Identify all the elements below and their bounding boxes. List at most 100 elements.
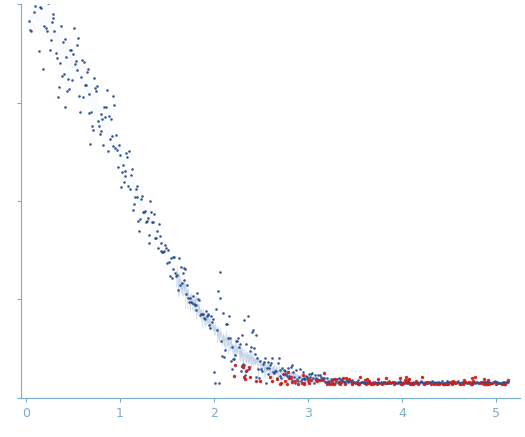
Point <box>176 281 184 288</box>
Point <box>223 320 231 327</box>
Point <box>199 311 207 318</box>
Point <box>85 110 93 117</box>
Point <box>193 290 202 297</box>
Point <box>401 379 410 386</box>
Point <box>165 273 174 280</box>
Point <box>183 281 192 288</box>
Point <box>58 38 67 45</box>
Point <box>385 378 394 385</box>
Point <box>395 378 404 385</box>
Point <box>405 380 414 387</box>
Point <box>202 308 210 315</box>
Point <box>485 380 494 387</box>
Point <box>290 373 299 380</box>
Point <box>63 88 71 95</box>
Point <box>301 375 310 382</box>
Point <box>300 375 309 382</box>
Point <box>282 371 290 378</box>
Point <box>30 9 38 16</box>
Point <box>383 379 392 386</box>
Point <box>109 143 118 150</box>
Point <box>489 379 498 386</box>
Point <box>326 379 334 386</box>
Point <box>226 335 234 342</box>
Point <box>425 378 433 385</box>
Point <box>233 337 242 344</box>
Point <box>459 380 467 387</box>
Point <box>52 50 60 57</box>
Point <box>444 380 453 387</box>
Point <box>321 378 329 385</box>
Point <box>271 368 280 375</box>
Point <box>328 377 337 384</box>
Point <box>332 377 340 384</box>
Point <box>284 369 292 376</box>
Point <box>296 365 304 372</box>
Point <box>335 380 344 387</box>
Point <box>203 311 212 318</box>
Point <box>294 380 302 387</box>
Point <box>192 306 201 313</box>
Point <box>466 380 474 387</box>
Point <box>68 76 76 83</box>
Point <box>112 131 120 138</box>
Point <box>413 379 421 386</box>
Point <box>479 376 488 383</box>
Point <box>91 85 99 92</box>
Point <box>192 302 200 309</box>
Point <box>74 41 82 48</box>
Point <box>348 376 356 383</box>
Point <box>46 46 54 53</box>
Point <box>414 380 422 387</box>
Point <box>136 215 144 222</box>
Point <box>158 248 166 255</box>
Point <box>473 379 481 386</box>
Point <box>458 379 467 386</box>
Point <box>407 379 416 386</box>
Point <box>460 380 468 387</box>
Point <box>141 207 149 214</box>
Point <box>422 379 430 386</box>
Point <box>159 249 167 256</box>
Point <box>85 91 93 98</box>
Point <box>381 378 389 385</box>
Point <box>393 380 401 387</box>
Point <box>253 374 261 381</box>
Point <box>471 374 479 381</box>
Point <box>389 379 397 386</box>
Point <box>103 87 111 94</box>
Point <box>118 169 126 176</box>
Point <box>375 379 383 386</box>
Point <box>291 377 299 384</box>
Point <box>369 380 377 387</box>
Point <box>204 311 213 318</box>
Point <box>379 379 387 386</box>
Point <box>398 379 406 386</box>
Point <box>412 380 421 387</box>
Point <box>44 0 52 7</box>
Point <box>108 93 117 100</box>
Point <box>409 380 417 387</box>
Point <box>386 380 394 387</box>
Point <box>344 379 352 386</box>
Point <box>65 85 74 92</box>
Point <box>275 354 283 361</box>
Point <box>190 300 198 307</box>
Point <box>378 380 386 387</box>
Point <box>491 378 500 385</box>
Point <box>466 380 475 387</box>
Point <box>214 380 223 387</box>
Point <box>181 265 190 272</box>
Point <box>64 76 72 83</box>
Point <box>316 377 324 384</box>
Point <box>455 380 463 387</box>
Point <box>438 378 446 385</box>
Point <box>276 372 285 379</box>
Point <box>344 375 353 382</box>
Point <box>404 380 412 387</box>
Point <box>363 378 371 385</box>
Point <box>360 379 369 386</box>
Point <box>480 380 489 387</box>
Point <box>374 378 383 385</box>
Point <box>185 298 193 305</box>
